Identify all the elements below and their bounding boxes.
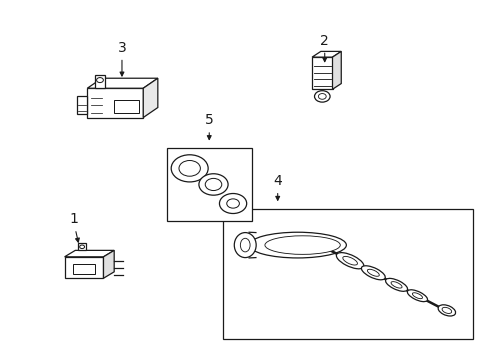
Ellipse shape bbox=[264, 236, 340, 255]
Ellipse shape bbox=[407, 290, 427, 302]
Circle shape bbox=[199, 174, 227, 195]
Ellipse shape bbox=[441, 307, 451, 314]
Bar bbox=[311, 57, 332, 89]
Ellipse shape bbox=[437, 305, 455, 316]
Bar bbox=[114, 100, 139, 113]
Bar bbox=[78, 243, 86, 250]
Ellipse shape bbox=[234, 233, 256, 258]
Circle shape bbox=[80, 245, 84, 249]
Polygon shape bbox=[103, 250, 114, 278]
Polygon shape bbox=[143, 78, 158, 117]
Circle shape bbox=[96, 78, 103, 82]
Bar bbox=[95, 75, 105, 88]
Polygon shape bbox=[332, 51, 341, 89]
Text: 1: 1 bbox=[70, 212, 79, 226]
Text: 4: 4 bbox=[273, 174, 282, 188]
Bar bbox=[166, 148, 251, 221]
Bar bbox=[87, 88, 143, 117]
Ellipse shape bbox=[248, 232, 346, 258]
Circle shape bbox=[226, 199, 239, 208]
Polygon shape bbox=[64, 250, 114, 257]
Polygon shape bbox=[311, 51, 341, 57]
Text: 5: 5 bbox=[204, 113, 213, 127]
Ellipse shape bbox=[361, 266, 385, 280]
Circle shape bbox=[318, 94, 325, 99]
Ellipse shape bbox=[390, 282, 401, 288]
Circle shape bbox=[314, 91, 329, 102]
Circle shape bbox=[219, 194, 246, 213]
Bar bbox=[77, 96, 87, 114]
Ellipse shape bbox=[336, 253, 363, 269]
Text: 2: 2 bbox=[320, 34, 328, 48]
Bar bbox=[73, 264, 95, 274]
Ellipse shape bbox=[411, 293, 422, 299]
Ellipse shape bbox=[385, 278, 407, 291]
Ellipse shape bbox=[342, 256, 357, 265]
Bar bbox=[64, 257, 103, 278]
Ellipse shape bbox=[240, 238, 249, 252]
Circle shape bbox=[205, 179, 222, 190]
Text: 3: 3 bbox=[117, 41, 126, 55]
Bar bbox=[222, 208, 472, 339]
Ellipse shape bbox=[366, 269, 379, 276]
Polygon shape bbox=[87, 78, 158, 88]
Circle shape bbox=[179, 161, 200, 176]
Circle shape bbox=[171, 155, 208, 182]
